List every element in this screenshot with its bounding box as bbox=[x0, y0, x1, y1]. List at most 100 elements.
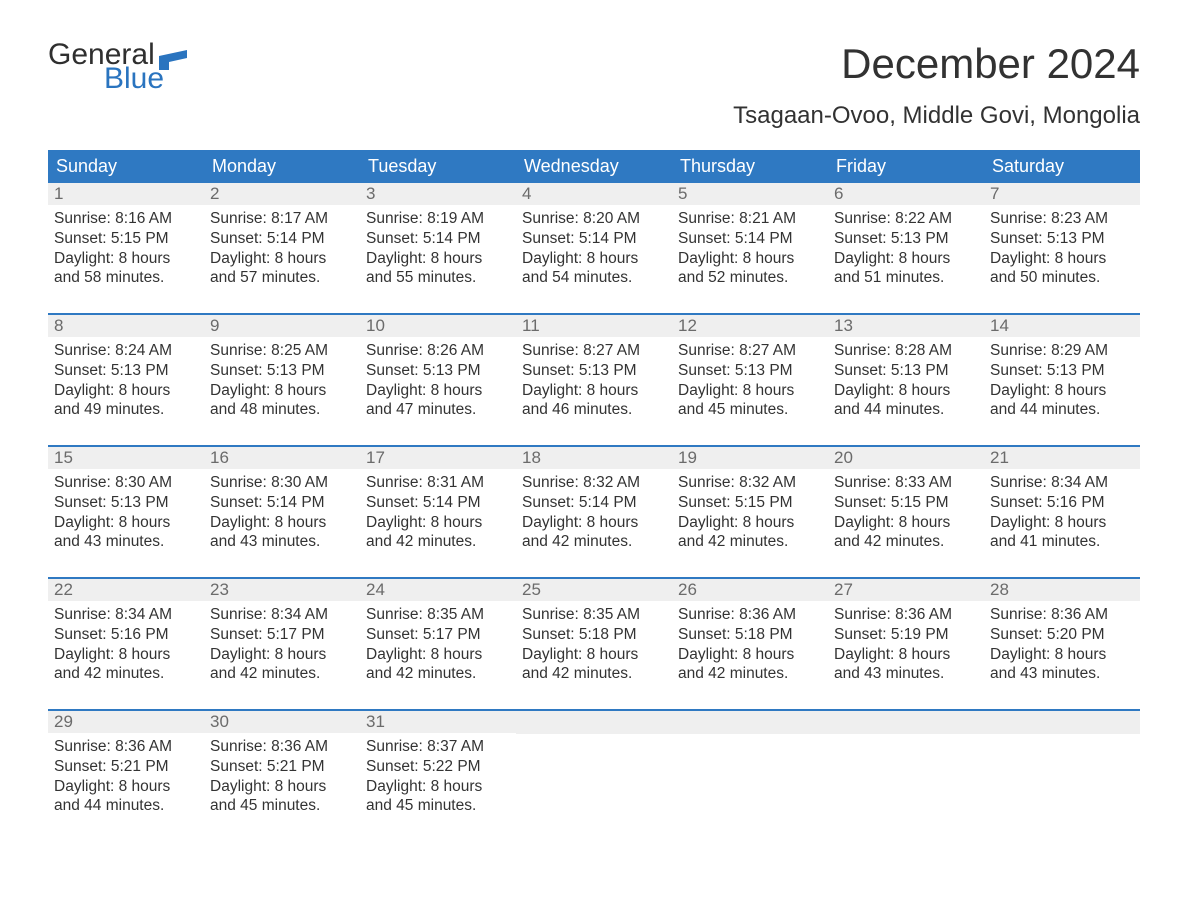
sunset-text: Sunset: 5:14 PM bbox=[678, 229, 822, 249]
sunrise-text: Sunrise: 8:27 AM bbox=[678, 341, 822, 361]
day-cell: 8Sunrise: 8:24 AMSunset: 5:13 PMDaylight… bbox=[48, 315, 204, 427]
day-number: 17 bbox=[360, 447, 516, 469]
daylight-line1: Daylight: 8 hours bbox=[210, 513, 354, 533]
day-number: 11 bbox=[516, 315, 672, 337]
daylight-line1: Daylight: 8 hours bbox=[366, 513, 510, 533]
header: General Blue December 2024 Tsagaan-Ovoo,… bbox=[48, 40, 1140, 144]
daylight-line2: and 42 minutes. bbox=[522, 664, 666, 684]
day-cell: 7Sunrise: 8:23 AMSunset: 5:13 PMDaylight… bbox=[984, 183, 1140, 295]
sunset-text: Sunset: 5:13 PM bbox=[522, 361, 666, 381]
day-cell: 20Sunrise: 8:33 AMSunset: 5:15 PMDayligh… bbox=[828, 447, 984, 559]
sunrise-text: Sunrise: 8:36 AM bbox=[678, 605, 822, 625]
day-data: Sunrise: 8:30 AMSunset: 5:14 PMDaylight:… bbox=[204, 469, 360, 552]
day-data: Sunrise: 8:34 AMSunset: 5:16 PMDaylight:… bbox=[48, 601, 204, 684]
daylight-line2: and 43 minutes. bbox=[990, 664, 1134, 684]
day-cell: 24Sunrise: 8:35 AMSunset: 5:17 PMDayligh… bbox=[360, 579, 516, 691]
day-cell: 28Sunrise: 8:36 AMSunset: 5:20 PMDayligh… bbox=[984, 579, 1140, 691]
day-cell: 16Sunrise: 8:30 AMSunset: 5:14 PMDayligh… bbox=[204, 447, 360, 559]
daylight-line2: and 42 minutes. bbox=[366, 532, 510, 552]
sunrise-text: Sunrise: 8:35 AM bbox=[522, 605, 666, 625]
day-cell: 11Sunrise: 8:27 AMSunset: 5:13 PMDayligh… bbox=[516, 315, 672, 427]
day-cell bbox=[672, 711, 828, 823]
day-number: 9 bbox=[204, 315, 360, 337]
daylight-line1: Daylight: 8 hours bbox=[834, 249, 978, 269]
daylight-line1: Daylight: 8 hours bbox=[678, 381, 822, 401]
daylight-line2: and 45 minutes. bbox=[678, 400, 822, 420]
day-number: 12 bbox=[672, 315, 828, 337]
dayheader-tuesday: Tuesday bbox=[360, 150, 516, 183]
dayheader-saturday: Saturday bbox=[984, 150, 1140, 183]
sunset-text: Sunset: 5:14 PM bbox=[210, 229, 354, 249]
day-data: Sunrise: 8:34 AMSunset: 5:16 PMDaylight:… bbox=[984, 469, 1140, 552]
daylight-line1: Daylight: 8 hours bbox=[366, 249, 510, 269]
sunrise-text: Sunrise: 8:34 AM bbox=[990, 473, 1134, 493]
day-cell bbox=[984, 711, 1140, 823]
day-cell: 2Sunrise: 8:17 AMSunset: 5:14 PMDaylight… bbox=[204, 183, 360, 295]
day-data: Sunrise: 8:30 AMSunset: 5:13 PMDaylight:… bbox=[48, 469, 204, 552]
day-data: Sunrise: 8:36 AMSunset: 5:20 PMDaylight:… bbox=[984, 601, 1140, 684]
dayheader-monday: Monday bbox=[204, 150, 360, 183]
sunset-text: Sunset: 5:13 PM bbox=[990, 229, 1134, 249]
dayheader-friday: Friday bbox=[828, 150, 984, 183]
day-number: 31 bbox=[360, 711, 516, 733]
day-number: 28 bbox=[984, 579, 1140, 601]
day-cell: 4Sunrise: 8:20 AMSunset: 5:14 PMDaylight… bbox=[516, 183, 672, 295]
dayheader-sunday: Sunday bbox=[48, 150, 204, 183]
day-number: 13 bbox=[828, 315, 984, 337]
daylight-line2: and 44 minutes. bbox=[990, 400, 1134, 420]
day-number: 6 bbox=[828, 183, 984, 205]
daylight-line1: Daylight: 8 hours bbox=[522, 513, 666, 533]
day-data: Sunrise: 8:28 AMSunset: 5:13 PMDaylight:… bbox=[828, 337, 984, 420]
day-data: Sunrise: 8:36 AMSunset: 5:19 PMDaylight:… bbox=[828, 601, 984, 684]
day-number: 23 bbox=[204, 579, 360, 601]
week-row: 8Sunrise: 8:24 AMSunset: 5:13 PMDaylight… bbox=[48, 313, 1140, 427]
sunset-text: Sunset: 5:13 PM bbox=[210, 361, 354, 381]
daylight-line2: and 49 minutes. bbox=[54, 400, 198, 420]
sunrise-text: Sunrise: 8:33 AM bbox=[834, 473, 978, 493]
daylight-line2: and 43 minutes. bbox=[834, 664, 978, 684]
sunrise-text: Sunrise: 8:34 AM bbox=[210, 605, 354, 625]
day-number: 20 bbox=[828, 447, 984, 469]
daylight-line2: and 42 minutes. bbox=[678, 532, 822, 552]
sunset-text: Sunset: 5:13 PM bbox=[366, 361, 510, 381]
daylight-line2: and 57 minutes. bbox=[210, 268, 354, 288]
daylight-line2: and 45 minutes. bbox=[366, 796, 510, 816]
sunrise-text: Sunrise: 8:29 AM bbox=[990, 341, 1134, 361]
sunset-text: Sunset: 5:17 PM bbox=[210, 625, 354, 645]
day-cell: 18Sunrise: 8:32 AMSunset: 5:14 PMDayligh… bbox=[516, 447, 672, 559]
calendar: Sunday Monday Tuesday Wednesday Thursday… bbox=[48, 150, 1140, 823]
day-number: 3 bbox=[360, 183, 516, 205]
sunrise-text: Sunrise: 8:16 AM bbox=[54, 209, 198, 229]
sunset-text: Sunset: 5:13 PM bbox=[834, 361, 978, 381]
sunset-text: Sunset: 5:22 PM bbox=[366, 757, 510, 777]
daylight-line1: Daylight: 8 hours bbox=[210, 249, 354, 269]
day-number: 27 bbox=[828, 579, 984, 601]
day-number: 15 bbox=[48, 447, 204, 469]
sunset-text: Sunset: 5:14 PM bbox=[522, 229, 666, 249]
day-data: Sunrise: 8:27 AMSunset: 5:13 PMDaylight:… bbox=[516, 337, 672, 420]
daylight-line2: and 43 minutes. bbox=[210, 532, 354, 552]
day-data: Sunrise: 8:35 AMSunset: 5:18 PMDaylight:… bbox=[516, 601, 672, 684]
daylight-line2: and 42 minutes. bbox=[834, 532, 978, 552]
daylight-line2: and 42 minutes. bbox=[210, 664, 354, 684]
daylight-line1: Daylight: 8 hours bbox=[522, 381, 666, 401]
dayheader-wednesday: Wednesday bbox=[516, 150, 672, 183]
sunrise-text: Sunrise: 8:32 AM bbox=[522, 473, 666, 493]
daylight-line2: and 55 minutes. bbox=[366, 268, 510, 288]
sunrise-text: Sunrise: 8:17 AM bbox=[210, 209, 354, 229]
title-block: December 2024 Tsagaan-Ovoo, Middle Govi,… bbox=[733, 40, 1140, 144]
day-data: Sunrise: 8:35 AMSunset: 5:17 PMDaylight:… bbox=[360, 601, 516, 684]
daylight-line2: and 51 minutes. bbox=[834, 268, 978, 288]
day-cell: 26Sunrise: 8:36 AMSunset: 5:18 PMDayligh… bbox=[672, 579, 828, 691]
day-number: 30 bbox=[204, 711, 360, 733]
day-number: 7 bbox=[984, 183, 1140, 205]
week-row: 1Sunrise: 8:16 AMSunset: 5:15 PMDaylight… bbox=[48, 183, 1140, 295]
sunset-text: Sunset: 5:15 PM bbox=[54, 229, 198, 249]
sunrise-text: Sunrise: 8:36 AM bbox=[834, 605, 978, 625]
daylight-line1: Daylight: 8 hours bbox=[990, 381, 1134, 401]
sunrise-text: Sunrise: 8:37 AM bbox=[366, 737, 510, 757]
day-cell: 27Sunrise: 8:36 AMSunset: 5:19 PMDayligh… bbox=[828, 579, 984, 691]
day-cell bbox=[516, 711, 672, 823]
daylight-line1: Daylight: 8 hours bbox=[366, 381, 510, 401]
sunrise-text: Sunrise: 8:21 AM bbox=[678, 209, 822, 229]
